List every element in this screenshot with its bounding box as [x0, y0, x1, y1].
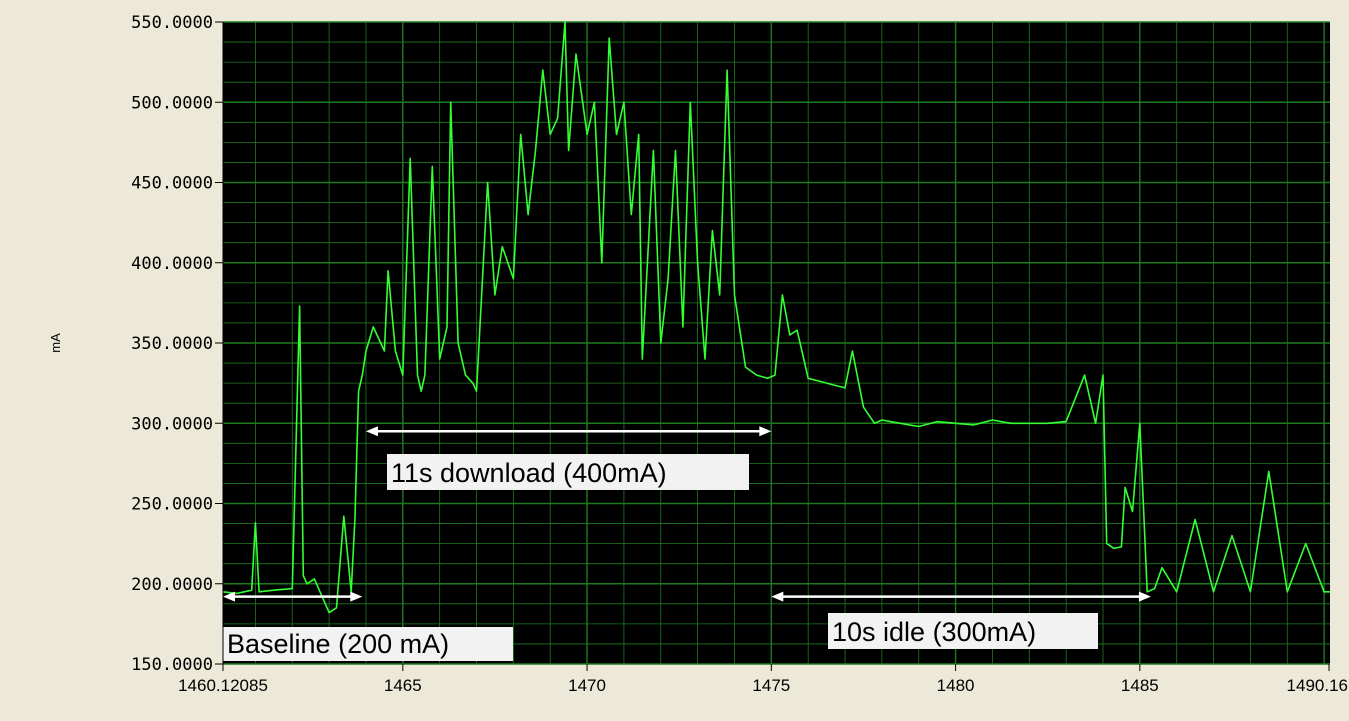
- annotations-group: Baseline (200 mA) 11s download (400mA) 10s…: [222, 426, 1151, 661]
- y-tick-label: 500.0000: [131, 93, 213, 113]
- y-tick-label: 300.0000: [131, 414, 213, 434]
- y-axis: 150.0000 200.0000 250.0000 300.0000 350.0000…: [131, 13, 224, 675]
- x-tick-label: 1475: [752, 676, 790, 695]
- series-group: [222, 21, 1330, 614]
- x-tick-label: 1470: [568, 676, 606, 695]
- annotation-label-box: [828, 613, 1098, 649]
- y-tick-label: 200.0000: [131, 575, 213, 595]
- arrowhead-right-icon: [350, 591, 363, 602]
- annotation-0: Baseline (200 mA): [222, 591, 513, 661]
- x-tick-label: 1465: [384, 676, 422, 695]
- annotation-label-box: [387, 454, 749, 490]
- y-tick-label: 150.0000: [131, 655, 213, 675]
- x-axis: 1460.12085 1465 1470 1475 1480 1485 1490.16: [178, 664, 1348, 695]
- arrowhead-left-icon: [365, 426, 378, 437]
- y-tick-label: 450.0000: [131, 174, 213, 194]
- y-tick-label: 400.0000: [131, 254, 213, 274]
- y-axis-label: mA: [48, 333, 63, 353]
- arrowhead-left-icon: [222, 591, 235, 602]
- y-tick-label: 350.0000: [131, 334, 213, 354]
- x-tick-label: 1480: [937, 676, 975, 695]
- x-tick-label: 1490.16: [1287, 676, 1348, 695]
- series-line-0: [222, 21, 1330, 614]
- x-tick-label: 1460.12085: [178, 676, 268, 695]
- y-tick-label: 550.0000: [131, 13, 213, 33]
- y-tick-label: 250.0000: [131, 495, 213, 515]
- annotation-label: 10s idle (300mA): [832, 617, 1036, 647]
- annotation-label: 11s download (400mA): [391, 458, 667, 488]
- annotation-1: 11s download (400mA): [365, 426, 772, 490]
- arrowhead-right-icon: [1138, 591, 1151, 602]
- x-tick-label: 1485: [1121, 676, 1159, 695]
- arrowhead-left-icon: [771, 591, 784, 602]
- arrowhead-right-icon: [759, 426, 772, 437]
- annotation-2: 10s idle (300mA): [771, 591, 1151, 649]
- annotation-label-box: [223, 627, 513, 661]
- grid-lines: [223, 21, 1330, 665]
- annotation-label: Baseline (200 mA): [227, 629, 449, 659]
